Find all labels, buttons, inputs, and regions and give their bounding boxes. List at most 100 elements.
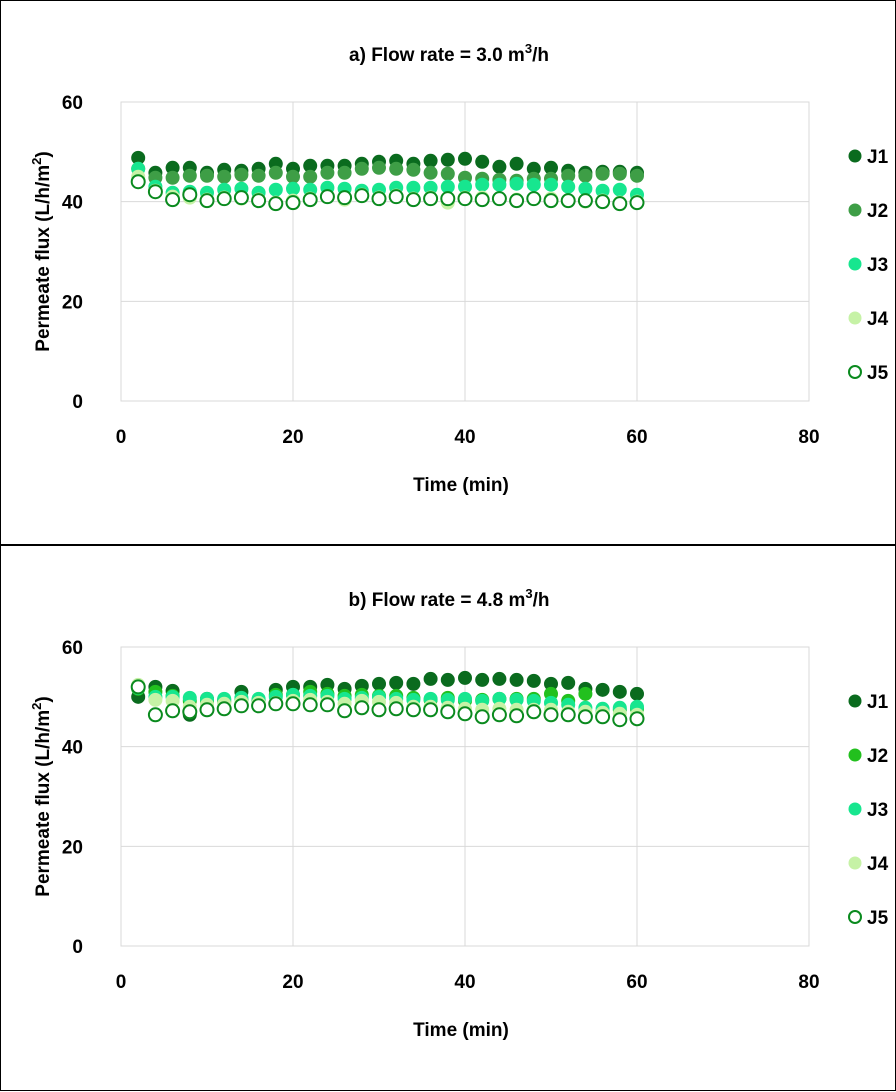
- x-tick-label: 40: [454, 972, 475, 993]
- data-point: [475, 154, 490, 169]
- data-point: [320, 165, 335, 180]
- data-point: [216, 191, 232, 207]
- data-point: [491, 191, 507, 207]
- legend-item: J1: [848, 692, 889, 713]
- legend-item: J4: [848, 309, 889, 330]
- data-point: [302, 697, 318, 713]
- data-point: [492, 671, 507, 686]
- data-point: [440, 166, 455, 181]
- data-point: [475, 177, 490, 192]
- data-point: [182, 187, 198, 203]
- y-tick-label: 40: [62, 738, 83, 759]
- data-point: [578, 686, 593, 701]
- data-point: [319, 189, 335, 205]
- data-point: [612, 196, 628, 212]
- data-point: [251, 168, 266, 183]
- legend-label: J1: [867, 692, 889, 713]
- legend-item: J5: [848, 908, 889, 929]
- data-point: [182, 704, 198, 720]
- legend-item: J2: [848, 201, 888, 222]
- data-points: [130, 150, 645, 212]
- data-point: [285, 696, 301, 712]
- x-tick-label: 60: [626, 972, 647, 993]
- x-tick-label: 20: [282, 972, 303, 993]
- data-point: [286, 181, 300, 196]
- data-point: [526, 191, 542, 207]
- data-point: [612, 684, 627, 699]
- data-point: [458, 179, 472, 194]
- legend: J1 J2 J3 J4 J5: [848, 147, 889, 384]
- data-point: [319, 697, 335, 713]
- x-axis-label: Time (min): [413, 475, 509, 496]
- data-point: [440, 152, 455, 167]
- data-point: [440, 179, 455, 194]
- legend-label: J2: [867, 746, 888, 767]
- data-point: [595, 709, 611, 725]
- data-point: [371, 191, 387, 207]
- chart-title: b) Flow rate = 4.8 m3/h: [349, 586, 550, 611]
- data-point: [492, 691, 507, 706]
- data-point: [302, 192, 318, 208]
- y-tick-label: 0: [72, 392, 83, 413]
- data-points: [130, 670, 645, 728]
- legend-label: J3: [867, 255, 888, 276]
- data-point: [612, 166, 627, 181]
- data-point: [474, 192, 490, 208]
- data-point: [543, 193, 559, 209]
- data-point: [423, 180, 438, 195]
- data-point: [199, 193, 215, 209]
- data-point: [423, 153, 438, 168]
- data-point: [233, 190, 249, 206]
- data-point: [526, 704, 542, 720]
- data-point: [388, 701, 404, 717]
- data-point: [509, 193, 525, 209]
- legend-marker: [848, 694, 862, 708]
- legend-label: J4: [867, 309, 889, 330]
- data-point: [560, 193, 576, 209]
- data-point: [544, 177, 558, 192]
- legend-item: J5: [848, 363, 889, 384]
- data-point: [268, 196, 284, 212]
- data-point: [458, 151, 472, 166]
- data-point: [372, 160, 386, 175]
- data-point: [458, 670, 472, 685]
- data-point: [165, 160, 180, 175]
- data-point: [233, 698, 249, 714]
- data-point: [509, 176, 524, 191]
- data-point: [475, 672, 490, 687]
- data-point: [595, 194, 611, 210]
- legend-label: J5: [867, 363, 889, 384]
- legend-marker: [848, 203, 862, 217]
- data-point: [354, 700, 370, 716]
- legend-marker: [848, 365, 862, 379]
- data-point: [251, 698, 267, 714]
- legend-item: J2: [848, 746, 888, 767]
- data-point: [354, 188, 370, 204]
- legend: J1 J2 J3 J4 J5: [848, 692, 889, 929]
- data-point: [182, 168, 197, 183]
- x-tick-label: 0: [116, 972, 127, 993]
- data-point: [526, 177, 541, 192]
- data-point: [148, 692, 163, 707]
- y-axis-label: Permeate flux (L/h/m2): [29, 151, 54, 351]
- data-point: [423, 191, 439, 207]
- data-point: [595, 682, 610, 697]
- y-tick-label: 40: [62, 193, 83, 214]
- data-point: [561, 675, 576, 690]
- data-point: [526, 161, 541, 176]
- legend-item: J4: [848, 854, 889, 875]
- data-point: [389, 161, 404, 176]
- legend-marker: [848, 802, 862, 816]
- data-point: [629, 195, 645, 211]
- data-point: [165, 170, 180, 185]
- data-point: [544, 160, 558, 175]
- x-axis-label: Time (min): [413, 1020, 509, 1041]
- data-point: [406, 676, 421, 691]
- data-point: [388, 189, 404, 205]
- data-point: [526, 673, 541, 688]
- data-point: [268, 696, 284, 712]
- x-tick-label: 80: [798, 972, 819, 993]
- data-point: [405, 702, 421, 718]
- x-tick-label: 0: [116, 427, 127, 448]
- legend-item: J3: [848, 800, 888, 821]
